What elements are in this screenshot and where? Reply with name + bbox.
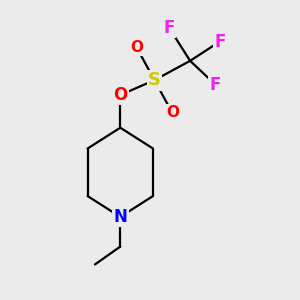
- Text: N: N: [113, 208, 127, 226]
- Text: O: O: [113, 86, 127, 104]
- Text: O: O: [130, 40, 143, 55]
- Text: F: F: [210, 76, 221, 94]
- Text: F: F: [164, 19, 175, 37]
- Text: O: O: [166, 105, 179, 120]
- Text: S: S: [148, 71, 161, 89]
- Text: F: F: [214, 32, 226, 50]
